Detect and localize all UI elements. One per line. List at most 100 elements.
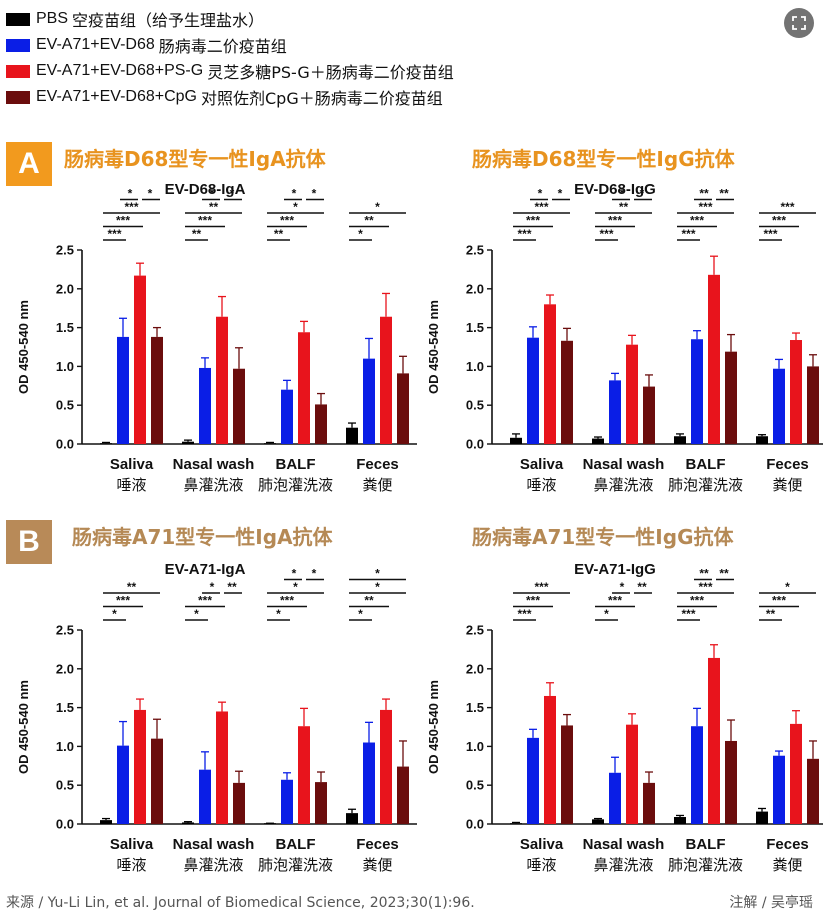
legend-swatch: [6, 64, 30, 78]
significance-label: *: [604, 607, 609, 621]
y-tick-label: 1.0: [466, 739, 484, 754]
legend: PBS 空疫苗组（给予生理盐水） EV-A71+EV-D68 肠病毒二价疫苗组 …: [6, 6, 454, 110]
bar: [691, 339, 703, 444]
chart-title: EV-A71-IgA: [165, 561, 246, 578]
significance-label: ***: [681, 227, 695, 241]
significance-label: ***: [599, 227, 613, 241]
category-label: Nasal wash: [173, 836, 255, 853]
bar: [298, 332, 310, 444]
bar: [117, 336, 129, 444]
y-axis-label: OD 450-540 nm: [426, 300, 441, 394]
y-tick-label: 2.0: [56, 661, 74, 676]
bar: [397, 373, 409, 444]
significance-label: **: [274, 227, 284, 241]
bar: [182, 822, 194, 824]
significance-label: *: [785, 580, 790, 594]
significance-label: ***: [280, 594, 294, 608]
legend-description: 空疫苗组（给予生理盐水）: [72, 11, 265, 30]
significance-label: ***: [526, 594, 540, 608]
significance-label: **: [766, 607, 776, 621]
heading-a71-iga: 肠病毒A71型专一性IgA抗体: [72, 525, 333, 549]
category-label: Nasal wash: [583, 456, 665, 473]
expand-button[interactable]: [784, 8, 814, 38]
category-label: BALF: [276, 456, 316, 473]
category-label: Nasal wash: [173, 456, 255, 473]
category-label-zh: 粪便: [362, 856, 392, 874]
legend-label: EV-A71+EV-D68+CpG: [36, 88, 197, 105]
category-label: BALF: [276, 836, 316, 853]
significance-label: *: [292, 187, 297, 201]
bar: [134, 275, 146, 444]
y-axis-label: OD 450-540 nm: [16, 300, 31, 394]
significance-label: ***: [698, 200, 712, 214]
bar: [807, 758, 819, 824]
bar: [264, 443, 276, 444]
category-label: Feces: [766, 456, 809, 473]
bar: [233, 368, 245, 444]
bar: [790, 723, 802, 824]
y-tick-label: 2.0: [466, 281, 484, 296]
significance-label: ***: [280, 214, 294, 228]
significance-label: **: [699, 567, 709, 581]
bar: [609, 772, 621, 824]
bar: [346, 813, 358, 824]
y-tick-label: 0.0: [466, 437, 484, 452]
significance-label: **: [719, 187, 729, 201]
bar: [674, 436, 686, 444]
significance-label: **: [364, 214, 374, 228]
bar: [397, 766, 409, 824]
category-label: Saliva: [520, 836, 564, 853]
significance-label: ***: [198, 214, 212, 228]
y-tick-label: 1.5: [56, 320, 74, 335]
significance-label: ***: [534, 200, 548, 214]
y-axis-label: OD 450-540 nm: [426, 680, 441, 774]
category-label-zh: 鼻灌洗液: [593, 476, 653, 494]
legend-description: 灵芝多糖PS-G＋肠病毒二价疫苗组: [207, 63, 454, 82]
bar: [708, 657, 720, 824]
bar: [281, 389, 293, 444]
significance-label: *: [358, 227, 363, 241]
bar: [363, 742, 375, 824]
legend-item-cpg: EV-A71+EV-D68+CpG 对照佐剂CpG＋肠病毒二价疫苗组: [6, 84, 454, 110]
bar: [298, 726, 310, 824]
significance-label: ***: [116, 214, 130, 228]
significance-label: ***: [526, 214, 540, 228]
bar: [233, 782, 245, 824]
heading-d68-iga: 肠病毒D68型专一性IgA抗体: [64, 147, 326, 171]
bar: [315, 782, 327, 824]
category-label: Feces: [356, 456, 399, 473]
category-label: BALF: [686, 456, 726, 473]
significance-label: *: [640, 187, 645, 201]
significance-label: ***: [698, 580, 712, 594]
significance-label: ***: [107, 227, 121, 241]
bar: [626, 344, 638, 444]
bar: [363, 358, 375, 444]
significance-label: ***: [198, 594, 212, 608]
significance-label: *: [194, 607, 199, 621]
category-label-zh: 唾液: [526, 856, 556, 874]
category-label-zh: 肺泡灌洗液: [668, 856, 743, 874]
bar: [315, 404, 327, 444]
y-tick-label: 2.5: [56, 243, 74, 258]
significance-label: ***: [534, 580, 548, 594]
legend-swatch: [6, 90, 30, 104]
category-label-zh: 唾液: [116, 856, 146, 874]
category-label: Saliva: [110, 836, 154, 853]
bar: [592, 819, 604, 824]
category-label: BALF: [686, 836, 726, 853]
y-tick-label: 1.5: [466, 320, 484, 335]
legend-swatch: [6, 12, 30, 26]
significance-label: **: [619, 200, 629, 214]
section-badge-a: A: [6, 142, 52, 186]
significance-label: *: [375, 580, 380, 594]
category-label-zh: 鼻灌洗液: [593, 856, 653, 874]
section-badge-b: B: [6, 520, 52, 564]
significance-label: ***: [780, 200, 794, 214]
y-tick-label: 0.5: [466, 778, 484, 793]
bar: [134, 709, 146, 824]
chart-ev-d68-iga: EV-D68-IgA OD 450-540 nm 0.0 0.5 1.0 1.5 2.0 2.…: [16, 181, 417, 494]
bar: [561, 725, 573, 824]
significance-label: *: [375, 567, 380, 581]
bar: [773, 755, 785, 824]
bar: [380, 709, 392, 824]
